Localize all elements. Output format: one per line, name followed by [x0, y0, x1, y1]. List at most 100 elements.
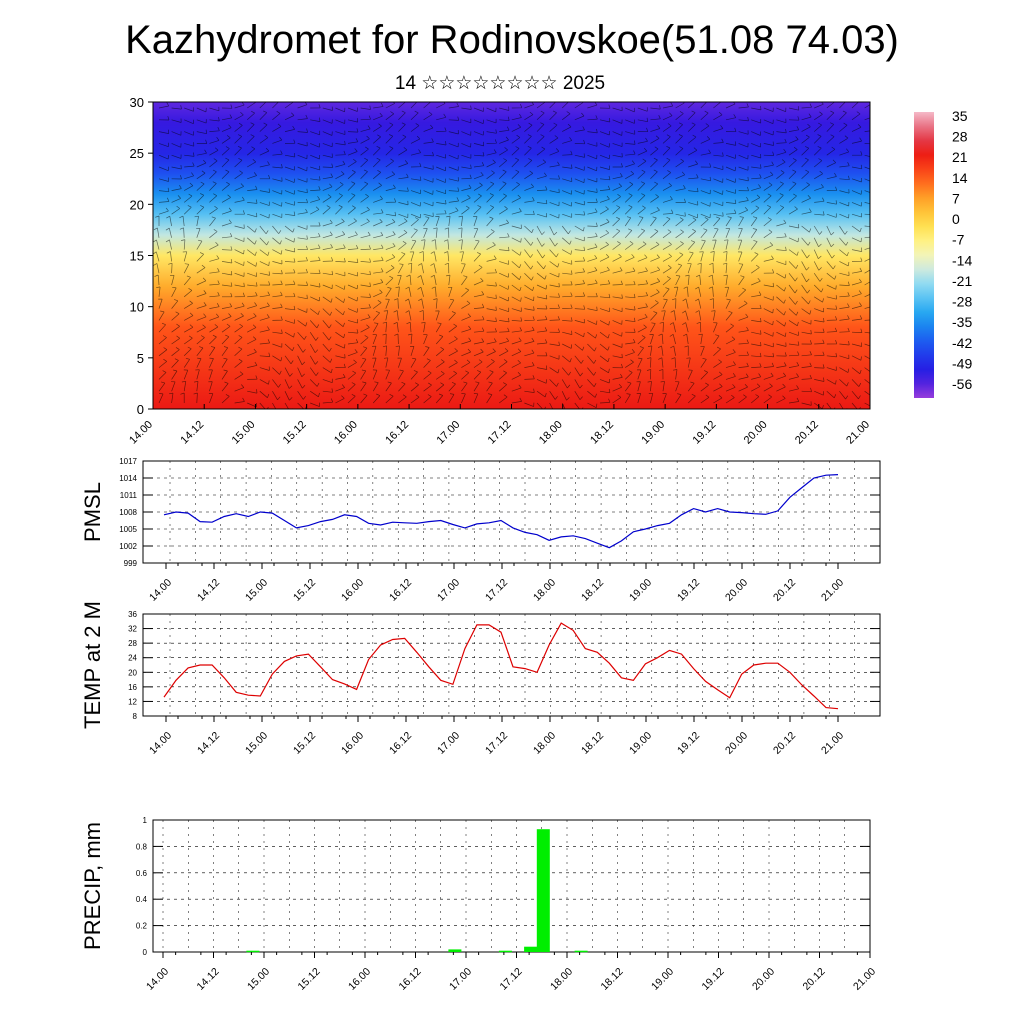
y-tick-label: 1011: [120, 491, 138, 500]
y-tick-label: 12: [128, 697, 137, 706]
y-tick-label: 1002: [119, 542, 137, 551]
colorbar-label: -21: [952, 273, 972, 289]
x-tick-label: 18.12: [599, 966, 626, 993]
panel-frame: [142, 613, 881, 717]
temperature-field: [153, 102, 870, 409]
x-tick-label: 19.12: [675, 730, 702, 757]
precip-bar: [574, 950, 588, 953]
y-tick-label: 28: [128, 639, 137, 648]
x-tick-label: 16.00: [332, 419, 360, 447]
colorbar-label: 0: [952, 211, 960, 227]
temperature-panel: 8 12 16 20 24 28 32 36 TEMP at 2 M 14.00 14.12 15.0…: [80, 601, 881, 757]
colorbar-label: -56: [952, 376, 972, 392]
x-tick-label: 17.00: [435, 577, 462, 604]
y-tick-label: 20: [130, 197, 144, 212]
x-tick-label: 15.00: [243, 730, 270, 757]
panel-frame: [152, 819, 871, 953]
x-tick-label: 21.00: [844, 419, 872, 447]
x-tick-label: 19.00: [627, 577, 654, 604]
pmsl-panel: 999 1002 1005 1008 1011 1014 1017 PMSL 14.00 14.1…: [80, 457, 881, 604]
y-axis-label: TEMP at 2 M: [80, 601, 105, 729]
x-tick-label: 14.00: [144, 966, 171, 993]
precip-bar: [498, 950, 512, 953]
x-tick-label: 14.00: [147, 577, 174, 604]
x-tick-label: 17.00: [447, 966, 474, 993]
y-axis-label: PMSL: [80, 482, 105, 542]
x-tick-label: 20.00: [723, 730, 750, 757]
colorbar-scale: [914, 112, 934, 398]
y-tick-label: 1008: [119, 508, 137, 517]
x-tick-label: 19.12: [675, 577, 702, 604]
x-tick-label: 17.12: [483, 577, 510, 604]
x-tick-label: 17.00: [434, 419, 462, 447]
x-tick-label: 16.12: [383, 419, 411, 447]
colorbar-label: -28: [952, 294, 972, 310]
y-tick-label: 25: [130, 146, 144, 161]
y-tick-label: 1014: [119, 474, 137, 483]
x-tick-label: 17.12: [498, 966, 525, 993]
colorbar-label: -14: [952, 252, 972, 268]
x-tick-label: 18.12: [579, 730, 606, 757]
colorbar-label: 28: [952, 129, 968, 145]
colorbar-label: 7: [952, 190, 960, 206]
x-tick-label: 15.12: [296, 966, 323, 993]
x-tick-label: 16.12: [387, 577, 414, 604]
vertical-profile-panel: 0 5 10 15 20 25 30 14.00 14.12 15.00 15.12 16.00 16.…: [127, 95, 872, 447]
x-tick-label: 16.00: [346, 966, 373, 993]
precip-bar: [448, 949, 462, 952]
x-tick-label: 14.00: [127, 419, 155, 447]
x-tick-label: 17.00: [435, 730, 462, 757]
temperature-series-line: [163, 622, 839, 710]
y-tick-label: 5: [137, 351, 144, 366]
y-tick-label: 0: [143, 948, 148, 957]
x-tick-label: 18.00: [537, 419, 565, 447]
y-tick-label: 0.4: [136, 895, 148, 904]
x-tick-label: 15.00: [243, 577, 270, 604]
colorbar-label: -35: [952, 314, 972, 330]
x-tick-label: 16.12: [397, 966, 424, 993]
x-tick-label: 19.12: [700, 966, 727, 993]
panel-frame: [142, 460, 881, 564]
colorbar-label: -7: [952, 232, 965, 248]
x-tick-label: 20.12: [793, 419, 821, 447]
x-tick-label: 16.12: [387, 730, 414, 757]
x-tick-label: 17.12: [486, 419, 514, 447]
x-tick-label: 18.12: [579, 577, 606, 604]
x-tick-label: 15.12: [291, 730, 318, 757]
x-tick-label: 18.12: [588, 419, 616, 447]
y-tick-label: 20: [128, 668, 137, 677]
y-tick-label: 8: [133, 712, 138, 721]
y-tick-label: 1: [143, 816, 148, 825]
precip-bar: [536, 829, 550, 952]
colorbar-label: -42: [952, 335, 972, 351]
y-tick-label: 999: [124, 559, 138, 568]
x-tick-label: 14.12: [195, 966, 222, 993]
x-tick-label: 21.00: [851, 966, 878, 993]
x-tick-label: 20.00: [723, 577, 750, 604]
page-subtitle: 14 ☆☆☆☆☆☆☆☆ 2025: [394, 73, 606, 94]
x-tick-label: 20.12: [771, 577, 798, 604]
y-tick-label: 10: [130, 300, 144, 315]
y-axis-label: PRECIP, mm: [80, 822, 105, 950]
x-tick-label: 19.00: [627, 730, 654, 757]
x-tick-label: 20.12: [801, 966, 828, 993]
x-tick-label: 18.00: [531, 730, 558, 757]
x-tick-label: 14.12: [178, 419, 206, 447]
x-tick-label: 18.00: [548, 966, 575, 993]
y-tick-label: 0: [137, 402, 144, 417]
x-tick-label: 20.00: [750, 966, 777, 993]
y-tick-label: 0.8: [136, 842, 148, 851]
x-tick-label: 18.00: [531, 577, 558, 604]
y-tick-label: 1017: [119, 457, 137, 466]
y-tick-label: 16: [128, 683, 137, 692]
x-tick-label: 19.00: [639, 419, 667, 447]
precip-bar: [524, 946, 538, 952]
x-tick-label: 15.12: [281, 419, 309, 447]
y-tick-label: 15: [130, 249, 144, 264]
y-tick-label: 24: [128, 654, 137, 663]
x-tick-label: 20.00: [742, 419, 770, 447]
colorbar-label: -49: [952, 355, 972, 371]
y-tick-label: 30: [130, 95, 144, 110]
colorbar-label: 21: [952, 149, 968, 165]
